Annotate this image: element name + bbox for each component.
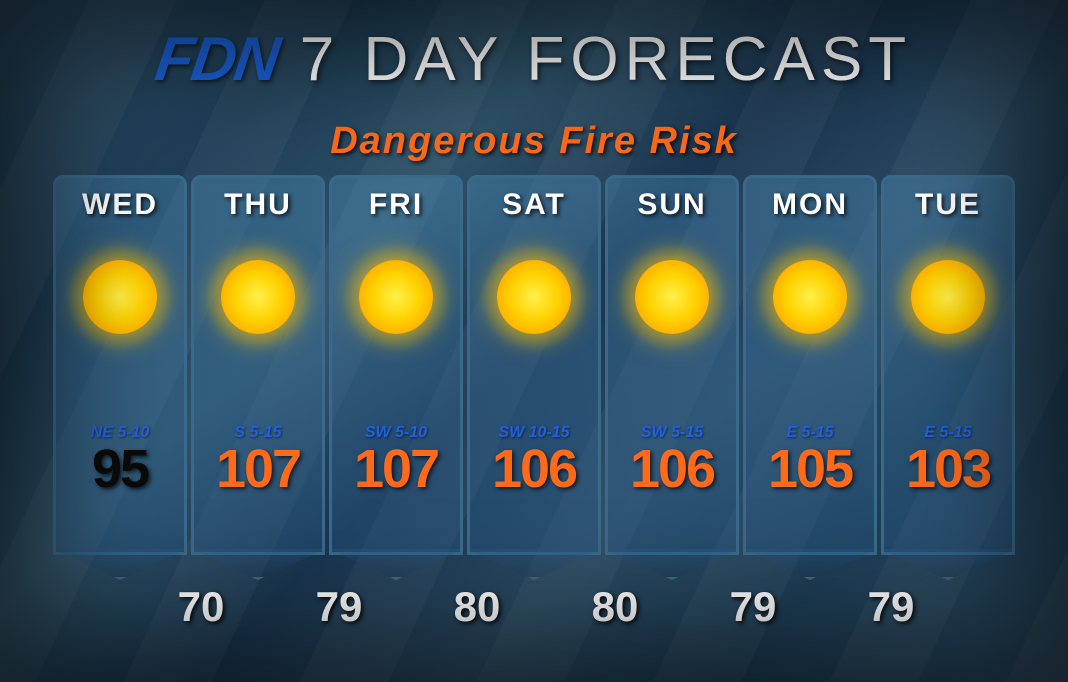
forecast-card: SUNSW 5-15106 [605,175,739,555]
high-temp: 103 [884,438,1012,500]
forecast-card: MONE 5-15105 [743,175,877,555]
sun-icon [903,252,993,342]
high-temp: 106 [470,438,598,500]
day-label: WED [56,188,184,222]
forecast-card: TUEE 5-15103 [881,175,1015,555]
high-temp: 107 [332,438,460,500]
header: FDN 7 DAY FORECAST [0,24,1068,95]
high-temp: 95 [56,438,184,500]
forecast-title: 7 DAY FORECAST [300,24,912,95]
low-temp: 80 [546,583,684,631]
forecast-card: THUS 5-15107 [191,175,325,555]
high-temp: 105 [746,438,874,500]
low-temp: 70 [132,583,270,631]
low-temp: 79 [270,583,408,631]
day-label: TUE [884,188,1012,222]
day-label: MON [746,188,874,222]
low-temp: 79 [822,583,960,631]
day-label: SAT [470,188,598,222]
forecast-card: WEDNE 5-1095 [53,175,187,555]
forecast-card: SATSW 10-15106 [467,175,601,555]
low-temp: 79 [684,583,822,631]
sun-icon [75,252,165,342]
sun-icon [765,252,855,342]
high-temp: 106 [608,438,736,500]
low-temps-row: 707980807979 [63,583,1005,631]
day-label: FRI [332,188,460,222]
station-logo: FDN [151,24,282,95]
forecast-card: FRISW 5-10107 [329,175,463,555]
warning-banner: Dangerous Fire Risk [0,120,1068,163]
sun-icon [489,252,579,342]
sun-icon [213,252,303,342]
sun-icon [627,252,717,342]
day-label: SUN [608,188,736,222]
high-temp: 107 [194,438,322,500]
sun-icon [351,252,441,342]
day-label: THU [194,188,322,222]
forecast-cards: WEDNE 5-1095THUS 5-15107FRISW 5-10107SAT… [53,175,1015,555]
low-temp: 80 [408,583,546,631]
